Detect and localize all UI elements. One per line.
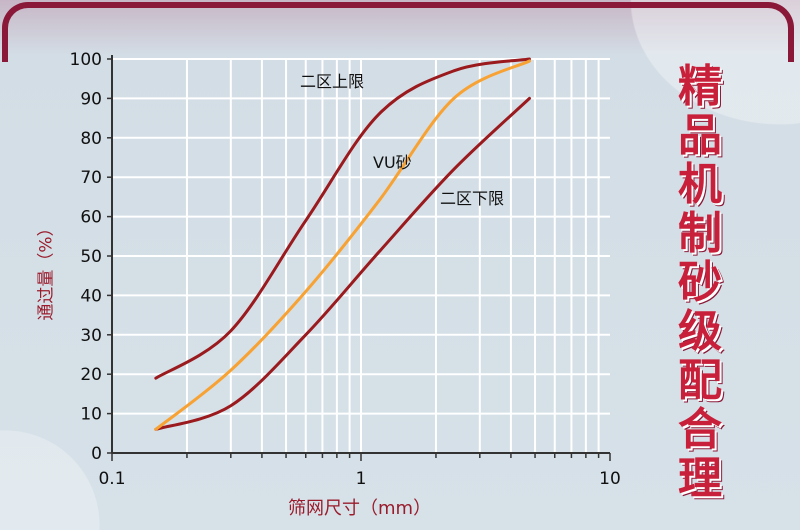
y-tick-label: 80 (80, 129, 102, 149)
series-line-2 (154, 96, 531, 431)
y-tick-label: 50 (80, 247, 102, 267)
title-char: 品 (678, 110, 722, 161)
series-label: 二区上限 (300, 72, 364, 91)
title-char: 理 (678, 453, 722, 504)
title-char: 合 (678, 404, 722, 455)
y-tick-label: 90 (80, 89, 102, 109)
x-tick-label: 10 (599, 469, 621, 489)
title-char: 机 (678, 159, 722, 210)
title-char: 砂 (678, 257, 722, 308)
frame-border (2, 2, 794, 62)
y-axis-label: 通过量（%） (36, 219, 57, 321)
title-char: 制 (678, 208, 722, 259)
y-tick-label: 10 (80, 405, 102, 425)
y-tick-label: 100 (70, 50, 102, 70)
y-tick-label: 40 (80, 286, 102, 306)
y-tick-label: 0 (91, 444, 102, 464)
title-char: 配 (678, 355, 722, 406)
x-tick-label: 1 (356, 469, 367, 489)
title-char: 精 (678, 61, 722, 112)
series-line-1 (154, 59, 531, 431)
y-tick-label: 30 (80, 326, 102, 346)
y-tick-label: 60 (80, 208, 102, 228)
chart-title: 精品机制砂级配合理 (670, 62, 730, 503)
x-axis-label: 筛网尺寸（mm） (288, 498, 432, 519)
title-char: 级 (678, 306, 722, 357)
y-tick-label: 20 (80, 365, 102, 385)
series-line-0 (154, 57, 531, 380)
x-tick-label: 0.1 (98, 469, 125, 489)
y-tick-label: 70 (80, 168, 102, 188)
series-label: 二区下限 (440, 189, 504, 208)
series-label: VU砂 (373, 153, 412, 172)
